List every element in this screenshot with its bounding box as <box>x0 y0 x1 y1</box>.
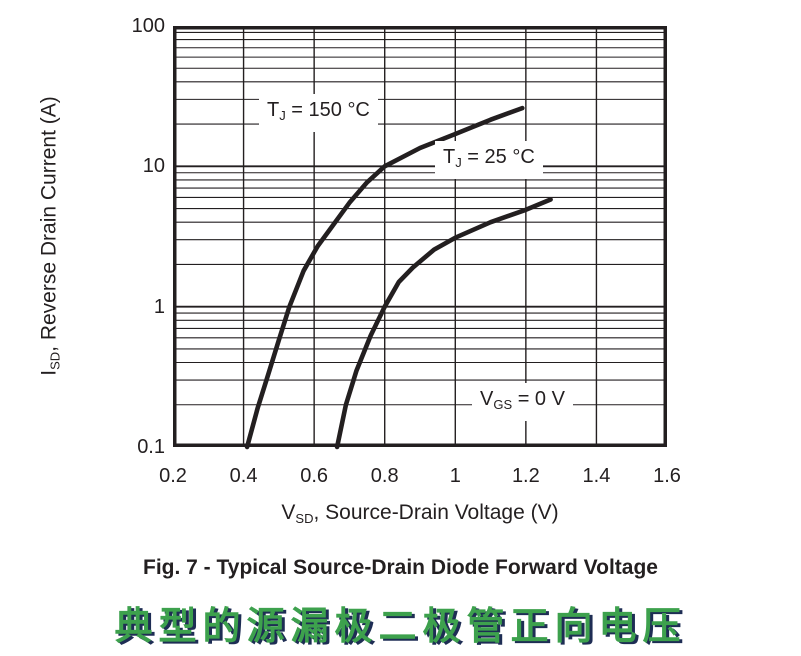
y-axis-title-text: , Reverse Drain Current (A) <box>37 96 61 352</box>
x-axis-title-text: , Source-Drain Voltage (V) <box>313 501 559 524</box>
chart-plot-area: TJ = 150 °C TJ = 25 °C VGS = 0 V 0.2 0.4 0… <box>132 15 681 487</box>
x-tick-label: 1.2 <box>511 465 540 487</box>
y-tick-label: 0.1 <box>137 436 165 458</box>
figure-caption: Fig. 7 - Typical Source-Drain Diode Forw… <box>143 556 658 579</box>
curve-label-tj-25: TJ = 25 °C <box>435 141 543 179</box>
curve-tj-25 <box>334 197 553 450</box>
plot-canvas <box>173 26 667 450</box>
curve-label-tj-150-value: = 150 °C <box>285 99 370 121</box>
y-axis-title-subscript: SD <box>47 351 63 370</box>
y-axis-title-symbol: I <box>37 369 61 376</box>
x-tick-label: 1.6 <box>653 465 681 487</box>
curve-label-tj-150: TJ = 150 °C <box>259 94 378 132</box>
curve-label-tj-25-subscript: J <box>455 155 462 170</box>
x-tick-label: 0.2 <box>159 465 187 487</box>
y-tick-label: 1 <box>153 295 165 318</box>
y-tick-label: 100 <box>131 15 165 37</box>
y-axis-title: ISD, Reverse Drain Current (A) <box>38 96 63 375</box>
x-axis-title: VSD, Source-Drain Voltage (V) <box>173 501 667 526</box>
condition-label-vgs: VGS = 0 V <box>472 383 573 421</box>
curve-label-tj-150-symbol: T <box>267 99 280 121</box>
curve-label-tj-25-symbol: T <box>443 146 456 168</box>
curve-label-tj-150-subscript: J <box>279 108 286 123</box>
x-axis-title-symbol: V <box>281 501 296 524</box>
x-tick-label: 0.4 <box>229 465 258 487</box>
x-tick-label: 1.4 <box>582 465 611 487</box>
plot-frame <box>173 26 667 447</box>
condition-label-vgs-symbol: V <box>480 388 494 410</box>
curve-label-tj-25-value: = 25 °C <box>461 146 535 168</box>
figure-caption-chinese: 典型的源漏极二极管正向电压 <box>114 606 687 648</box>
x-tick-label: 0.6 <box>300 465 329 487</box>
condition-label-vgs-value: = 0 V <box>512 388 565 410</box>
curve-tj-150 <box>244 105 525 450</box>
x-tick-label: 1 <box>449 465 461 487</box>
x-tick-label: 0.8 <box>370 465 399 487</box>
condition-label-vgs-subscript: GS <box>493 397 513 412</box>
x-axis-title-subscript: SD <box>295 511 314 526</box>
y-tick-label: 10 <box>142 155 165 178</box>
